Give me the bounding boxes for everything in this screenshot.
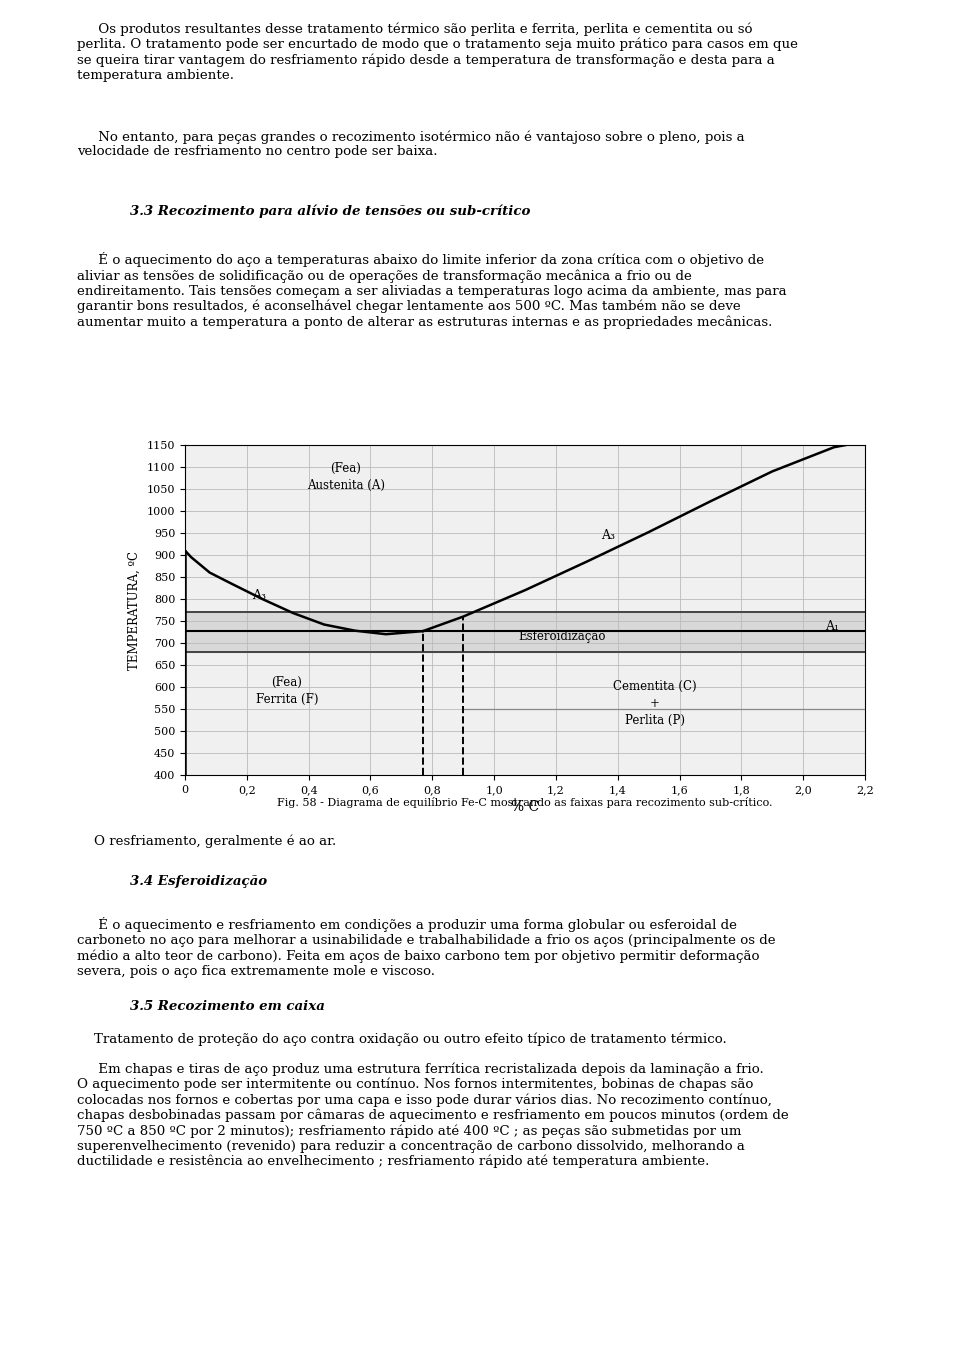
Text: Em chapas e tiras de aço produz uma estrutura ferrítica recristalizada depois da: Em chapas e tiras de aço produz uma estr… xyxy=(77,1063,788,1168)
Text: 3.4 Esferoidização: 3.4 Esferoidização xyxy=(130,875,267,887)
Text: Cementita (C)
+
Perlita (P): Cementita (C) + Perlita (P) xyxy=(613,680,697,727)
Text: Os produtos resultantes desse tratamento térmico são perlita e ferrita, perlita : Os produtos resultantes desse tratamento… xyxy=(77,22,798,81)
Y-axis label: TEMPERATURA, ºC: TEMPERATURA, ºC xyxy=(129,551,141,669)
Text: 3.5 Recozimento em caixa: 3.5 Recozimento em caixa xyxy=(130,1000,324,1012)
Text: É o aquecimento e resfriamento em condições a produzir uma forma globular ou esf: É o aquecimento e resfriamento em condiç… xyxy=(77,917,776,977)
Bar xyxy=(185,612,865,651)
Text: É o aquecimento do aço a temperaturas abaixo do limite inferior da zona crítica : É o aquecimento do aço a temperaturas ab… xyxy=(77,252,786,328)
Text: (Fea)
Ferrita (F): (Fea) Ferrita (F) xyxy=(255,676,319,707)
Text: A₃: A₃ xyxy=(252,589,266,603)
Text: A₃: A₃ xyxy=(602,529,615,543)
Text: No entanto, para peças grandes o recozimento isotérmico não é vantajoso sobre o : No entanto, para peças grandes o recozim… xyxy=(77,130,744,159)
Text: A₁: A₁ xyxy=(825,620,839,634)
Text: Esferoidização: Esferoidização xyxy=(518,631,607,643)
Text: 3.3 Recozimento para alívio de tensões ou sub-crítico: 3.3 Recozimento para alívio de tensões o… xyxy=(130,205,530,218)
X-axis label: % C: % C xyxy=(511,801,540,814)
Text: Tratamento de proteção do aço contra oxidação ou outro efeito típico de tratamen: Tratamento de proteção do aço contra oxi… xyxy=(77,1033,727,1046)
Text: Fig. 58 - Diagrama de equilíbrio Fe-C mostrando as faixas para recozimento sub-c: Fig. 58 - Diagrama de equilíbrio Fe-C mo… xyxy=(277,797,773,807)
Text: (Fea)
Austenita (A): (Fea) Austenita (A) xyxy=(307,461,385,491)
Text: O resfriamento, geralmente é ao ar.: O resfriamento, geralmente é ao ar. xyxy=(77,835,336,848)
